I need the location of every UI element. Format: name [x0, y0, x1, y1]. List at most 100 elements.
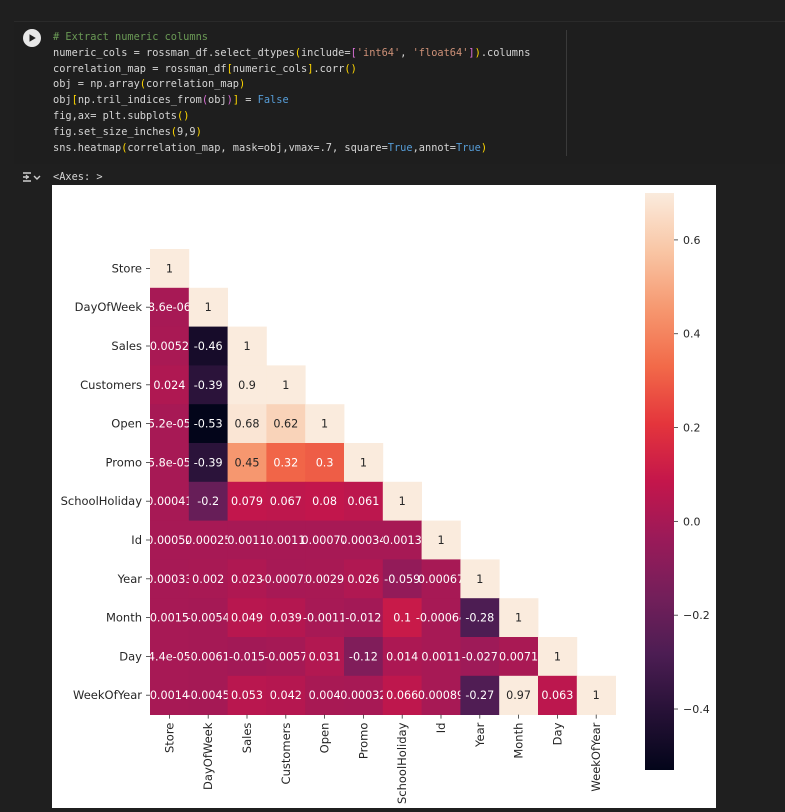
heatmap-cell — [227, 404, 267, 444]
cell-annotation: 1 — [399, 495, 406, 508]
heatmap-cell — [188, 675, 228, 715]
cell-annotation: 0.0029 — [305, 573, 344, 586]
heatmap-cell — [266, 559, 306, 599]
cell-annotation: 5.2e-05 — [148, 418, 191, 431]
code-token: [ — [71, 94, 78, 107]
cell-annotation: 0.049 — [231, 612, 263, 625]
cell-annotation: 1 — [243, 340, 250, 353]
heatmap-cell — [266, 520, 306, 560]
code-token: fig.set_size_inches — [53, 125, 171, 138]
code-line: fig,ax= plt.subplots() — [53, 109, 530, 125]
heatmap-cell — [421, 598, 461, 638]
heatmap-cell — [305, 559, 345, 599]
x-tick-label: Promo — [356, 723, 370, 759]
cell-annotation: -0.39 — [194, 456, 223, 469]
heatmap-cell — [305, 637, 345, 677]
heatmap-cell — [266, 443, 306, 483]
heatmap-cell — [227, 365, 267, 405]
heatmap-cell — [305, 520, 345, 560]
code-token: ) — [195, 125, 202, 138]
code-token: ) — [239, 78, 246, 91]
code-editor[interactable]: # Extract numeric columns numeric_cols = … — [53, 30, 530, 156]
x-tick-label: Open — [318, 723, 332, 754]
code-token: obj = np.array — [53, 78, 140, 91]
x-tick-label: Customers — [279, 723, 293, 785]
code-line: fig.set_size_inches(9,9) — [53, 125, 530, 141]
heatmap-cell — [227, 675, 267, 715]
heatmap-cell — [188, 287, 228, 327]
x-tick-label: Day — [550, 722, 564, 745]
cell-annotation: 0.053 — [231, 689, 263, 702]
cell-annotation: 0.042 — [270, 689, 302, 702]
colorbar-tick-label: 0.4 — [683, 328, 701, 341]
code-line: obj[np.tril_indices_from(obj)] = False — [53, 93, 530, 109]
code-token: ) — [480, 141, 488, 154]
cell-annotation: -0.28 — [465, 612, 494, 625]
heatmap-cell — [150, 287, 190, 327]
y-tick-label: Open — [111, 417, 142, 431]
heatmap-cell — [150, 443, 190, 483]
cell-annotation: 0.45 — [235, 456, 260, 469]
x-tick-label: Month — [512, 723, 526, 759]
heatmap-cell — [266, 365, 306, 405]
cell-annotation: -0.2 — [197, 495, 219, 508]
heatmap-cell — [227, 559, 267, 599]
code-token: ( — [139, 78, 146, 91]
cell-annotation: 0.00052 — [146, 534, 192, 547]
code-token: ] — [307, 62, 314, 75]
heatmap-cell — [150, 598, 190, 638]
heatmap-cell — [344, 443, 384, 483]
code-line: # Extract numeric columns — [53, 30, 530, 46]
cell-annotation: -0.0045 — [187, 689, 230, 702]
cell-annotation: -0.00064 — [416, 612, 466, 625]
cell-annotation: 0.3 — [316, 456, 334, 469]
code-token: ( — [121, 141, 128, 154]
cell-annotation: 0.0011 — [227, 534, 266, 547]
cell-annotation: 0.0015 — [150, 612, 189, 625]
code-line: obj = np.array(correlation_map) — [53, 77, 530, 93]
code-token: True — [387, 141, 413, 154]
heatmap-cell — [344, 675, 384, 715]
colorbar-tick-label: 0.6 — [683, 234, 701, 247]
heatmap-figure: 1 8.6e-06 1 0.0052 -0.46 1 0.024 -0.39 0.9 1 5.2e-… — [52, 185, 716, 808]
heatmap-cell — [188, 637, 228, 677]
cell-annotation: -0.0054 — [187, 612, 230, 625]
output-toggle-icon[interactable] — [22, 171, 42, 185]
cell-annotation: 0.026 — [347, 573, 379, 586]
code-token: obj — [208, 94, 227, 107]
heatmap-cell — [382, 481, 422, 521]
code-token: , — [400, 46, 413, 59]
cell-annotation: 0.9 — [238, 379, 256, 392]
code-token: 'int64' — [356, 46, 401, 59]
heatmap-cell — [227, 598, 267, 638]
x-tick-label: Store — [162, 723, 176, 753]
code-token: ] — [232, 94, 240, 107]
code-token: () — [344, 62, 357, 75]
code-token: ] — [468, 46, 475, 59]
y-tick-label: Month — [106, 611, 142, 625]
heatmap-cell — [460, 637, 500, 677]
code-token: ( — [170, 125, 177, 138]
code-token: correlation_map = rossman_df — [53, 62, 227, 75]
code-token: () — [177, 109, 190, 122]
code-token: .columns — [480, 46, 531, 59]
heatmap-cell — [150, 520, 190, 560]
heatmap-cell — [305, 598, 345, 638]
code-token: [ — [226, 62, 233, 75]
y-tick-label: DayOfWeek — [75, 300, 143, 314]
cell-annotation: -0.27 — [465, 689, 494, 702]
cell-annotation: 4.4e-05 — [148, 650, 191, 663]
heatmap-cell — [150, 637, 190, 677]
heatmap-cell — [227, 326, 267, 366]
cell-annotation: 0.00067 — [418, 573, 464, 586]
heatmap-cell — [499, 675, 539, 715]
heatmap-cell — [150, 559, 190, 599]
code-token: sns.heatmap — [53, 141, 122, 154]
heatmap-cell — [421, 675, 461, 715]
code-cell[interactable] — [14, 21, 785, 164]
cell-annotation: 0.62 — [273, 418, 298, 431]
play-icon — [29, 34, 36, 42]
run-cell-button[interactable] — [23, 29, 41, 47]
cell-annotation: 0.0011 — [421, 650, 460, 663]
code-token: True — [456, 141, 481, 154]
